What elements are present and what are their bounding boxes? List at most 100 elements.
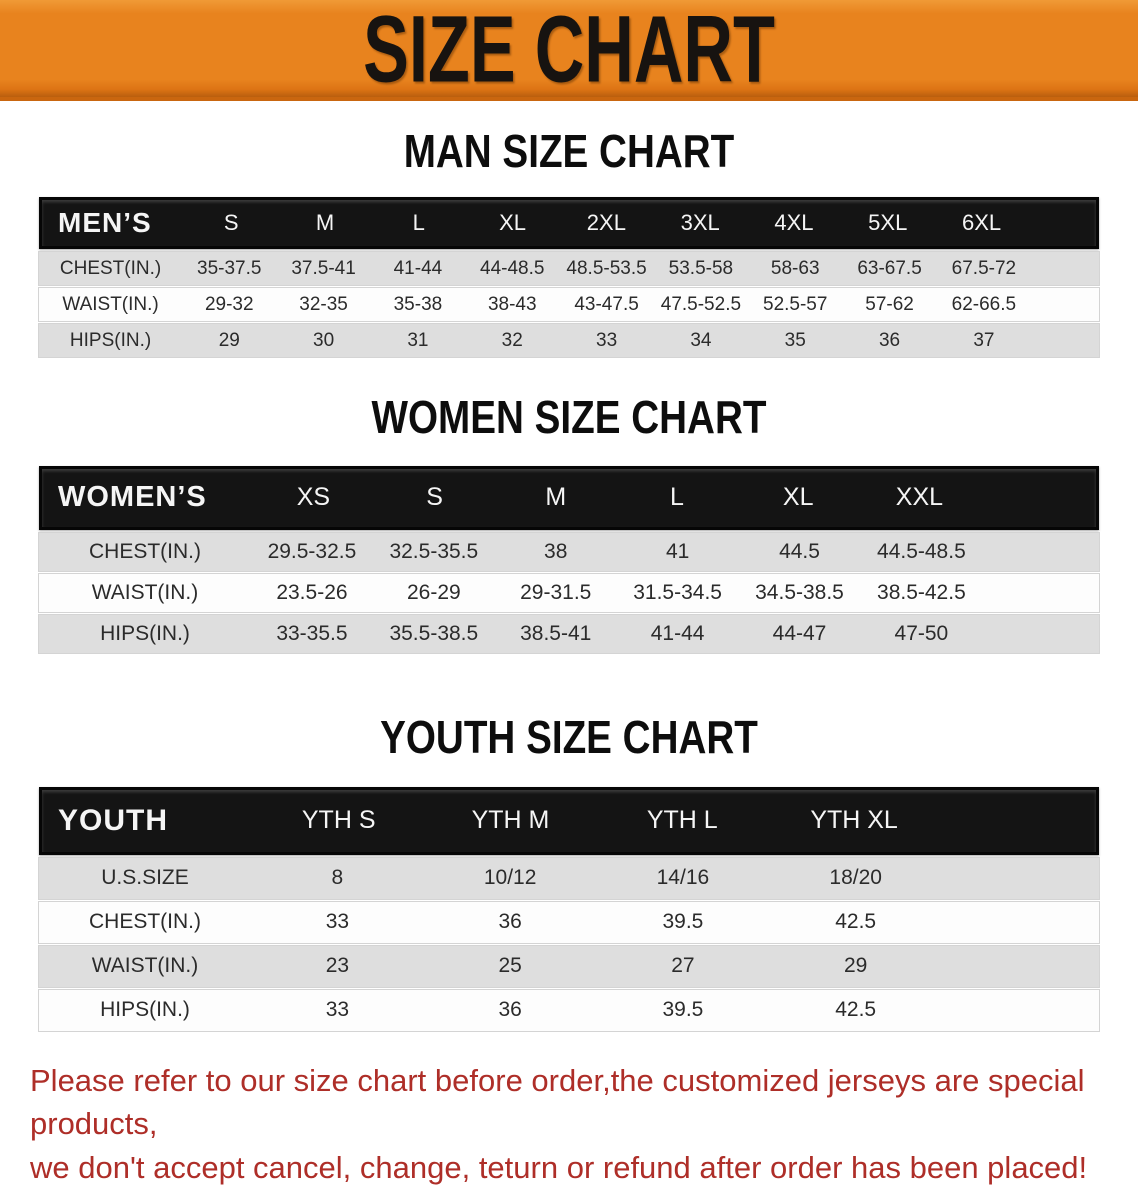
size-column-header: YTH L — [646, 806, 718, 835]
man-size-chart-heading: MAN SIZE CHART — [403, 125, 735, 177]
table-title-cell: YOUTH — [58, 803, 168, 837]
banner: SIZE CHART — [0, 0, 1138, 101]
size-value: 32 — [501, 329, 523, 351]
size-value: 27 — [671, 954, 695, 978]
size-value: 33 — [325, 998, 350, 1022]
table-title-cell: WOMEN’S — [58, 481, 207, 514]
size-column-header: XL — [499, 210, 527, 236]
table-row: WAIST(IN.) 29-32 32-35 35-38 38-43 43-47.5 47.… — [38, 287, 1100, 323]
header-spacer — [940, 790, 1096, 852]
measurement-label: CHEST(IN.) — [89, 910, 201, 934]
size-value: 44.5 — [779, 539, 820, 563]
size-value: 37.5-41 — [291, 257, 356, 279]
header-spacer — [1028, 200, 1095, 246]
size-value: 10/12 — [483, 866, 537, 890]
table-row: HIPS(IN.) 33-35.5 35.5-38.5 38.5-41 41-44 44-… — [38, 613, 1100, 654]
size-column-header: S — [426, 483, 443, 512]
women-size-chart-heading: WOMEN SIZE CHART — [371, 391, 767, 444]
size-value: 42.5 — [835, 998, 877, 1022]
size-column-header: 5XL — [868, 210, 908, 236]
size-value: 47.5-52.5 — [660, 293, 742, 315]
size-value: 37 — [973, 329, 995, 351]
size-value: 38-43 — [487, 293, 537, 315]
row-spacer — [942, 902, 1099, 943]
men-size-table: MEN’S S M L XL 2XL 3XL 4XL 5XL 6XL CHEST(IN.) 35-37… — [38, 197, 1100, 359]
row-spacer — [1031, 288, 1099, 321]
size-value: 57-62 — [865, 293, 914, 315]
size-value: 42.5 — [835, 910, 877, 934]
row-spacer — [982, 574, 1099, 612]
measurement-label: CHEST(IN.) — [89, 539, 201, 563]
size-value: 8 — [331, 866, 344, 890]
row-spacer — [1031, 252, 1099, 285]
size-column-header: 4XL — [774, 210, 814, 236]
size-value: 30 — [313, 329, 335, 351]
disclaimer: Please refer to our size chart before or… — [0, 1059, 1138, 1189]
row-spacer — [982, 533, 1099, 571]
size-column-header: YTH M — [471, 806, 550, 835]
size-value: 44-47 — [772, 621, 827, 645]
size-value: 38 — [544, 539, 568, 563]
size-value: 31 — [407, 329, 429, 351]
measurement-label: WAIST(IN.) — [91, 580, 199, 604]
size-value: 34 — [690, 329, 712, 351]
size-value: 29 — [218, 329, 240, 351]
row-spacer — [982, 615, 1099, 653]
measurement-label: WAIST(IN.) — [91, 954, 199, 978]
size-value: 44-48.5 — [480, 257, 545, 279]
disclaimer-line-2: we don't accept cancel, change, teturn o… — [30, 1149, 1088, 1185]
measurement-label: U.S.SIZE — [101, 866, 189, 890]
size-column-header: M — [315, 210, 335, 236]
size-value: 33-35.5 — [276, 621, 348, 645]
size-value: 67.5-72 — [951, 257, 1017, 279]
section-men: MAN SIZE CHART MEN’S S M L XL 2XL 3XL 4XL 5XL 6XL… — [0, 125, 1138, 359]
size-value: 29 — [844, 954, 868, 978]
size-value: 41 — [665, 539, 690, 563]
row-spacer — [1031, 324, 1099, 357]
size-value: 39.5 — [662, 998, 704, 1022]
size-column-header: XXL — [895, 483, 944, 512]
table-row: CHEST(IN.) 29.5-32.5 32.5-35.5 38 41 44.5 44.5… — [38, 531, 1100, 572]
size-value: 33 — [596, 329, 618, 351]
size-value: 36 — [878, 329, 901, 351]
size-value: 29.5-32.5 — [267, 539, 357, 563]
measurement-label: HIPS(IN.) — [69, 329, 152, 351]
measurement-label: HIPS(IN.) — [100, 621, 190, 645]
section-women: WOMEN SIZE CHART WOMEN’S XS S M L XL XXL CHEST(… — [0, 391, 1138, 654]
size-value: 41-44 — [393, 257, 443, 279]
women-size-table: WOMEN’S XS S M L XL XXL CHEST(IN.) 29.5-32.5 32.5… — [38, 465, 1100, 654]
size-column-header: 6XL — [961, 210, 1002, 236]
disclaimer-line-1: Please refer to our size chart before or… — [30, 1062, 1085, 1142]
measurement-label: WAIST(IN.) — [62, 293, 159, 315]
size-value: 38.5-42.5 — [877, 580, 966, 604]
section-youth: YOUTH SIZE CHART YOUTH YTH S YTH M YTH L YTH… — [0, 710, 1138, 1032]
table-row: WAIST(IN.) 23.5-26 26-29 29-31.5 31.5-34.5 34… — [38, 572, 1100, 613]
size-value: 63-67.5 — [857, 257, 922, 279]
size-value: 32.5-35.5 — [389, 539, 479, 563]
size-value: 36 — [498, 998, 522, 1022]
size-column-header: XL — [782, 483, 814, 512]
table-row: CHEST(IN.) 33 36 39.5 42.5 — [38, 900, 1100, 944]
size-column-header: XS — [296, 483, 331, 512]
size-column-header: S — [223, 210, 239, 236]
table-header-row: YOUTH YTH S YTH M YTH L YTH XL — [39, 786, 1099, 855]
size-column-header: M — [545, 483, 567, 512]
size-value: 35 — [784, 329, 806, 351]
size-value: 34.5-38.5 — [755, 580, 844, 604]
size-value: 58-63 — [770, 257, 820, 279]
table-title-cell: MEN’S — [58, 207, 152, 239]
size-value: 38.5-41 — [520, 621, 592, 645]
size-value: 29-32 — [204, 293, 254, 315]
table-row: HIPS(IN.) 29 30 31 32 33 34 35 36 37 — [38, 323, 1100, 359]
table-header-row: WOMEN’S XS S M L XL XXL — [39, 465, 1099, 530]
youth-size-chart-heading: YOUTH SIZE CHART — [380, 710, 758, 763]
size-column-header: YTH XL — [810, 806, 898, 835]
size-value: 25 — [498, 954, 522, 978]
size-value: 62-66.5 — [951, 293, 1017, 315]
size-column-header: L — [670, 483, 684, 512]
size-value: 23 — [325, 954, 350, 978]
size-value: 29-31.5 — [520, 580, 592, 604]
row-spacer — [942, 858, 1099, 899]
table-header-row: MEN’S S M L XL 2XL 3XL 4XL 5XL 6XL — [39, 197, 1099, 250]
